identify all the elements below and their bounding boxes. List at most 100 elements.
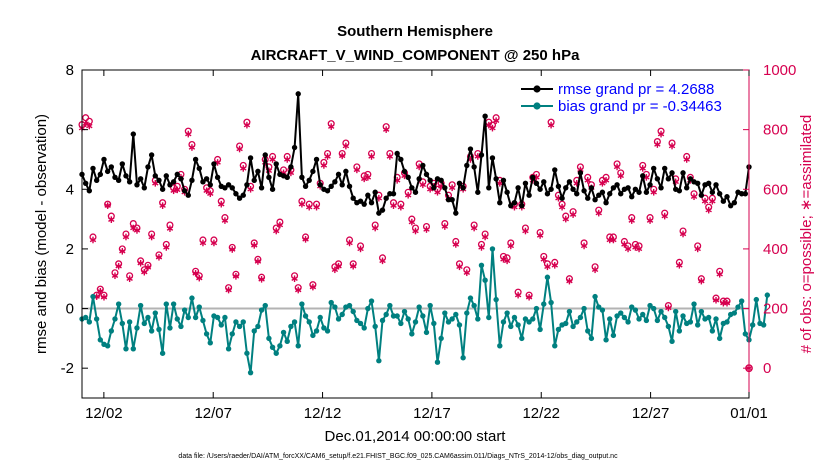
rmse-point (716, 191, 723, 197)
rmse-point (482, 113, 488, 119)
rmse-point (683, 185, 690, 191)
obs-assimilated-point (525, 293, 533, 301)
rmse-point (101, 156, 107, 163)
bias-point (519, 335, 525, 342)
y-right-tick-label: 200 (763, 301, 788, 318)
bias-point (376, 358, 382, 364)
rmse-point (343, 168, 349, 175)
rmse-point (471, 164, 477, 170)
y-left-tick-label: -2 (61, 360, 74, 377)
bias-point (82, 314, 89, 321)
rmse-point (97, 171, 104, 178)
rmse-point (618, 191, 624, 197)
obs-assimilated-point (320, 162, 328, 169)
bias-point (698, 308, 705, 315)
rmse-point (159, 186, 166, 192)
rmse-point (236, 195, 243, 201)
rmse-point (222, 185, 228, 191)
bias-point (511, 314, 518, 321)
legend-bias-marker (533, 102, 541, 110)
rmse-point (350, 195, 356, 201)
bias-point (713, 316, 719, 322)
obs-assimilated-point (133, 227, 141, 234)
bias-point (662, 314, 668, 321)
rmse-point (614, 182, 620, 188)
obs-assimilated-point (236, 145, 243, 153)
rmse-point (563, 185, 569, 191)
obs-assimilated-point (547, 121, 555, 129)
bias-point (108, 328, 115, 334)
rmse-point (662, 165, 668, 172)
bias-point (625, 319, 631, 325)
obs-assimilated-point (188, 144, 196, 151)
obs-assimilated-point (243, 121, 251, 129)
bias-point (438, 335, 444, 342)
bias-point (255, 323, 261, 330)
obs-assimilated-point (174, 186, 181, 194)
bias-point (493, 296, 499, 303)
rmse-point (203, 176, 210, 182)
obs-assimilated-point (610, 236, 617, 244)
rmse-point (328, 183, 334, 189)
bias-point (574, 319, 580, 325)
rmse-point (515, 185, 521, 191)
bias-point (691, 301, 697, 307)
rmse-point (108, 164, 115, 170)
bias-point (361, 325, 367, 331)
obs-assimilated-point (240, 165, 247, 172)
rmse-point (346, 183, 353, 189)
rmse-point (694, 180, 701, 187)
obs-assimilated-point (291, 275, 298, 283)
rmse-point (170, 179, 177, 185)
legend-rmse-marker (533, 85, 541, 93)
rmse-point (742, 191, 749, 197)
bias-point (310, 332, 316, 339)
bias-point (548, 299, 554, 306)
obs-assimilated-point (368, 153, 375, 160)
obs-assimilated-point (225, 286, 232, 294)
rmse-point (581, 188, 587, 194)
obs-assimilated-point (163, 244, 170, 251)
rmse-point (119, 161, 126, 167)
rmse-point (123, 173, 129, 179)
x-tick-label: 12/12 (304, 405, 342, 422)
y-left-tick-label: 0 (66, 301, 74, 318)
obs-assimilated-point (514, 291, 522, 299)
rmse-point (636, 189, 642, 195)
bias-point (152, 310, 158, 316)
obs-assimilated-point (716, 270, 723, 278)
rmse-point (163, 173, 169, 179)
obs-assimilated-point (481, 233, 489, 241)
bias-point (229, 331, 235, 337)
rmse-point (335, 171, 342, 178)
obs-assimilated-point (628, 217, 635, 224)
bias-point (156, 326, 162, 333)
bias-point (544, 274, 551, 280)
obs-assimilated-point (108, 216, 115, 223)
rmse-point (629, 194, 635, 200)
obs-assimilated-point (298, 200, 306, 208)
obs-assimilated-point (470, 224, 478, 232)
obs-assimilated-point (463, 269, 471, 277)
rmse-point (442, 185, 448, 191)
bias-point (181, 307, 188, 313)
y-right-tick-label: 1000 (763, 62, 796, 79)
rmse-point (651, 165, 657, 172)
rmse-point (82, 180, 89, 187)
bias-point (632, 307, 639, 313)
bias-point (130, 346, 137, 352)
obs-assimilated-point (89, 236, 97, 244)
bias-point (119, 320, 126, 327)
bias-point (222, 314, 228, 321)
rmse-point (412, 189, 419, 195)
rmse-point (409, 185, 415, 191)
rmse-point (720, 198, 727, 204)
rmse-point (145, 164, 151, 170)
obs-assimilated-point (148, 233, 155, 241)
rmse-point (632, 186, 639, 192)
rmse-point (460, 185, 466, 191)
rmse-point (372, 189, 378, 195)
rmse-point (654, 176, 661, 182)
obs-assimilated-point (295, 286, 302, 294)
x-tick-label: 12/07 (194, 405, 232, 422)
